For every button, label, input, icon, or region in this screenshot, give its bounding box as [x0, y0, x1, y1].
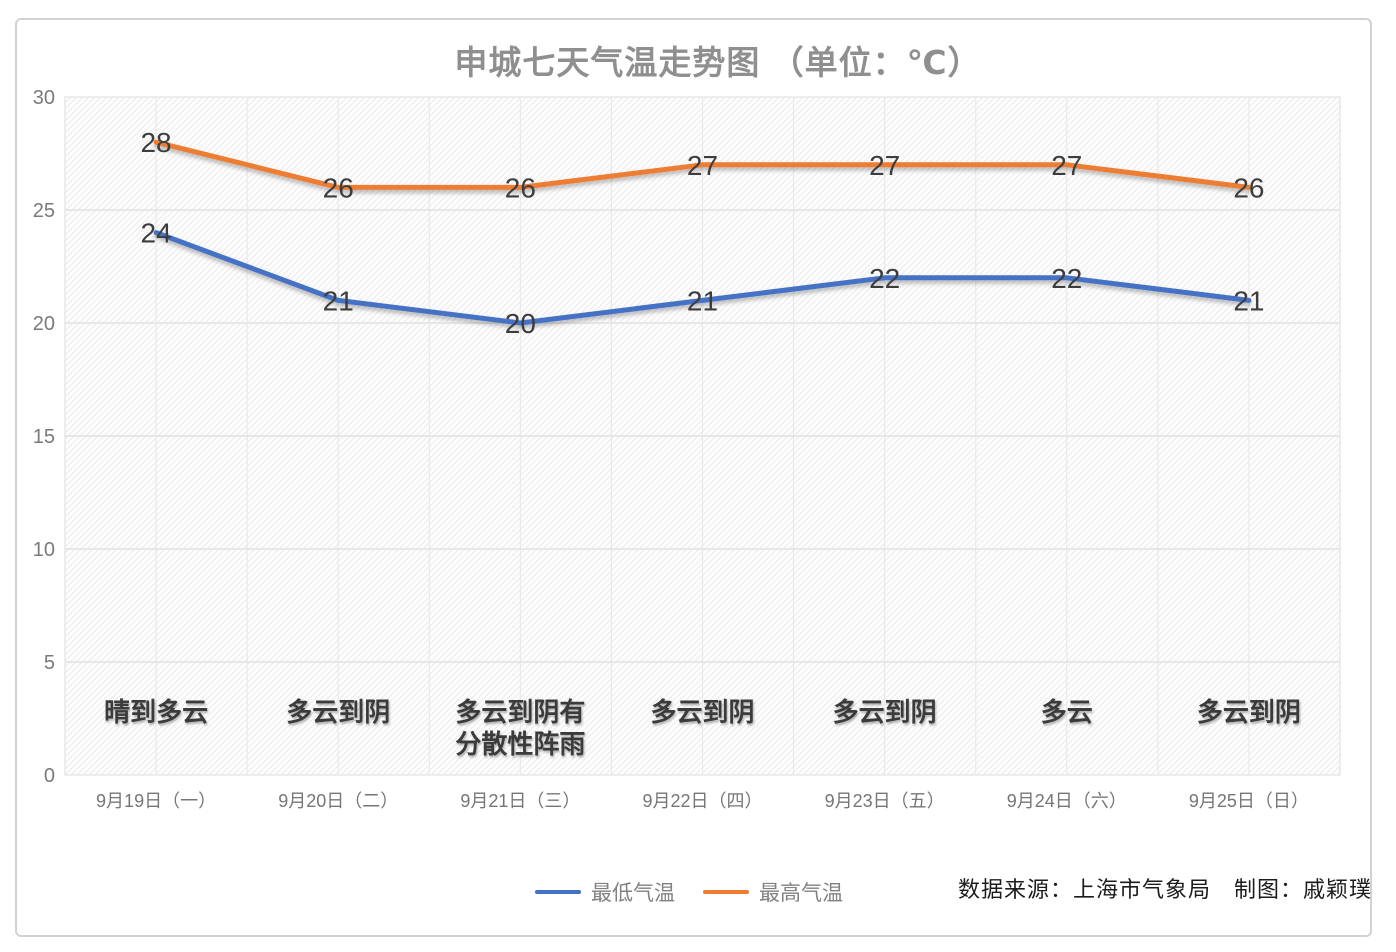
x-tick-label: 9月24日（六） — [1007, 791, 1127, 811]
y-tick-label: 20 — [33, 313, 55, 335]
max-temp-data-label: 26 — [1233, 172, 1264, 203]
min-temp-line — [153, 230, 1252, 326]
y-tick-label: 10 — [33, 539, 55, 561]
weather-label: 多云到阴 — [286, 697, 390, 727]
x-tick-label: 9月22日（四） — [642, 791, 762, 811]
min-temp-legend-label: 最低气温 — [591, 882, 675, 905]
max-temp-line — [153, 139, 1252, 190]
weather-label: 晴到多云 — [104, 697, 208, 727]
chart-title: 申城七天气温走势图 （单位：℃） — [454, 44, 982, 81]
y-tick-label: 15 — [33, 426, 55, 448]
min-temp-data-label: 24 — [140, 218, 171, 249]
max-temp-legend-label: 最高气温 — [759, 882, 843, 905]
max-temp-data-label: 27 — [869, 150, 900, 181]
min-temp-data-label: 20 — [505, 308, 536, 339]
data-source-attribution: 数据来源：上海市气象局 制图：戚颖璞 — [957, 877, 1372, 902]
min-temp-data-label: 22 — [869, 263, 900, 294]
weather-label: 多云到阴 — [833, 697, 937, 727]
weather-label: 多云到阴 — [650, 697, 754, 727]
max-temp-data-label: 27 — [1051, 150, 1082, 181]
x-tick-label: 9月23日（五） — [825, 791, 945, 811]
max-temp-data-label: 27 — [687, 150, 718, 181]
chart-legend: 最低气温 最高气温 — [0, 876, 1396, 908]
x-tick-label: 9月20日（二） — [278, 791, 398, 811]
min-temp-data-label: 21 — [1233, 285, 1264, 316]
weather-label: 多云到阴有分散性阵雨 — [455, 697, 585, 759]
weather-label: 多云 — [1041, 697, 1093, 727]
min-temp-data-label: 21 — [323, 285, 354, 316]
x-tick-label: 9月25日（日） — [1189, 791, 1309, 811]
y-tick-label: 0 — [44, 765, 55, 787]
max-temp-data-label: 26 — [505, 172, 536, 203]
weather-label: 多云到阴 — [1197, 697, 1301, 727]
x-tick-label: 9月19日（一） — [96, 791, 216, 811]
min-temp-legend-swatch — [535, 890, 581, 894]
min-temp-data-label: 22 — [1051, 263, 1082, 294]
y-tick-label: 30 — [33, 87, 55, 109]
y-tick-label: 5 — [44, 652, 55, 674]
max-temp-data-label: 26 — [323, 172, 354, 203]
min-temp-data-label: 21 — [687, 285, 718, 316]
y-tick-label: 25 — [33, 200, 55, 222]
max-temp-data-label: 28 — [140, 127, 171, 158]
x-tick-label: 9月21日（三） — [460, 791, 580, 811]
max-temp-legend-swatch — [703, 890, 749, 894]
